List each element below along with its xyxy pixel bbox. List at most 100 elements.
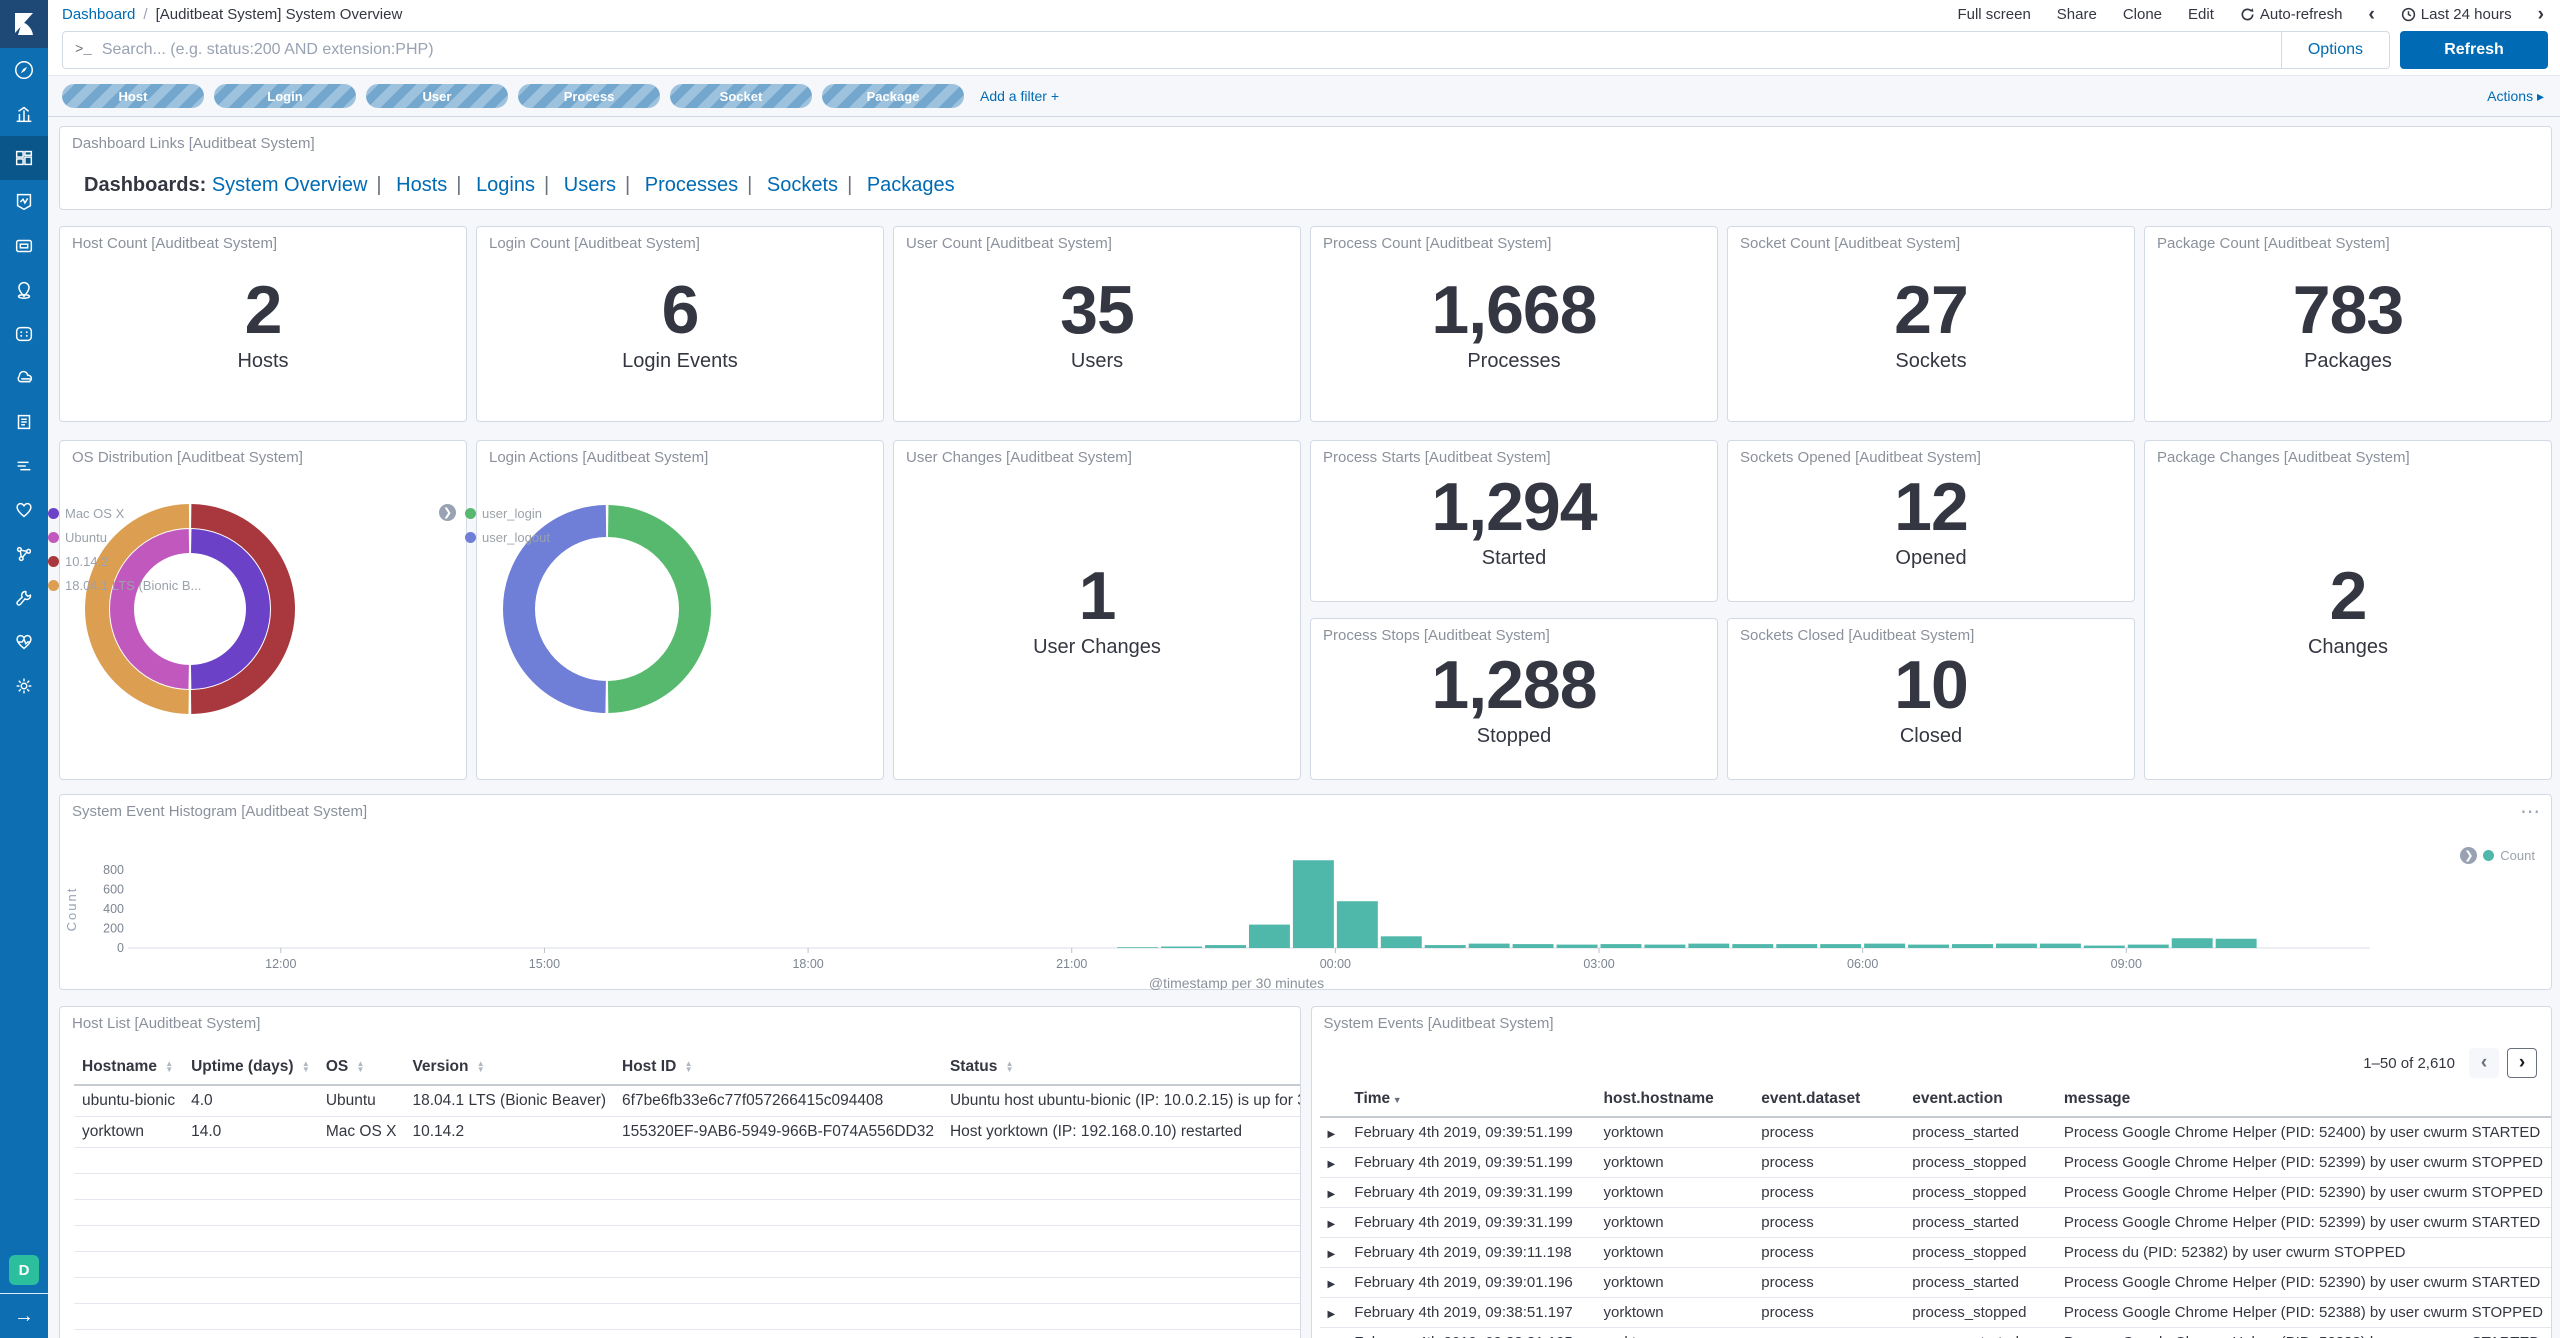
legend-collapse-icon[interactable]: ❯ bbox=[2460, 847, 2477, 864]
refresh-button[interactable]: Refresh bbox=[2400, 31, 2548, 69]
expand-row-icon[interactable]: ▶ bbox=[1328, 1279, 1336, 1290]
histogram-bar[interactable] bbox=[1776, 944, 1817, 948]
histogram-bar[interactable] bbox=[1820, 944, 1861, 948]
legend-item[interactable]: 10.14.2 bbox=[48, 554, 454, 569]
clone-button[interactable]: Clone bbox=[2123, 6, 2162, 23]
time-back-button[interactable]: ‹ bbox=[2368, 5, 2374, 24]
filter-actions-link[interactable]: Actions ▸ bbox=[2487, 88, 2544, 105]
filter-pill-user[interactable]: User bbox=[366, 84, 508, 108]
maps-icon[interactable] bbox=[0, 268, 48, 312]
graph-icon[interactable] bbox=[0, 532, 48, 576]
expand-row-icon[interactable]: ▶ bbox=[1328, 1219, 1336, 1230]
histogram-bar[interactable] bbox=[2128, 945, 2169, 948]
add-filter-link[interactable]: Add a filter + bbox=[980, 88, 1059, 104]
time-range-picker[interactable]: Last 24 hours bbox=[2401, 6, 2512, 23]
legend-item[interactable]: 18.04.1 LTS (Bionic B... bbox=[48, 578, 454, 593]
histogram-bar[interactable] bbox=[2172, 938, 2213, 948]
histogram-bar[interactable] bbox=[1996, 944, 2037, 948]
column-header[interactable]: Time ▼ bbox=[1346, 1082, 1595, 1117]
time-forward-button[interactable]: › bbox=[2538, 5, 2544, 24]
discover-compass-icon[interactable] bbox=[0, 48, 48, 92]
histogram-bar[interactable] bbox=[1425, 945, 1466, 948]
histogram-bar[interactable] bbox=[1864, 944, 1905, 948]
histogram-bar[interactable] bbox=[1117, 947, 1158, 948]
filter-pill-login[interactable]: Login bbox=[214, 84, 356, 108]
event-row[interactable]: ▶February 4th 2019, 09:38:51.197yorktown… bbox=[1320, 1298, 2552, 1328]
event-row[interactable]: ▶February 4th 2019, 09:39:11.198yorktown… bbox=[1320, 1238, 2552, 1268]
expand-row-icon[interactable]: ▶ bbox=[1328, 1309, 1336, 1320]
filter-pill-package[interactable]: Package bbox=[822, 84, 964, 108]
histogram-bar[interactable] bbox=[2084, 946, 2125, 948]
filter-pill-process[interactable]: Process bbox=[518, 84, 660, 108]
histogram-bar[interactable] bbox=[1952, 944, 1993, 948]
event-row[interactable]: ▶February 4th 2019, 09:38:31.195yorktown… bbox=[1320, 1328, 2552, 1338]
histogram-bar[interactable] bbox=[1908, 945, 1949, 948]
legend-item[interactable]: user_logout bbox=[465, 530, 871, 545]
share-button[interactable]: Share bbox=[2057, 6, 2097, 23]
histogram-bar[interactable] bbox=[1513, 944, 1554, 948]
link-sockets[interactable]: Sockets bbox=[767, 174, 838, 196]
event-row[interactable]: ▶February 4th 2019, 09:39:01.196yorktown… bbox=[1320, 1268, 2552, 1298]
dashboard-grid-icon[interactable] bbox=[0, 136, 48, 180]
timelion-icon[interactable] bbox=[0, 180, 48, 224]
histogram-bar[interactable] bbox=[1381, 936, 1422, 948]
expand-nav-icon[interactable]: → bbox=[0, 1294, 48, 1338]
expand-row-icon[interactable]: ▶ bbox=[1328, 1189, 1336, 1200]
dev-tools-icon[interactable] bbox=[0, 576, 48, 620]
expand-row-icon[interactable]: ▶ bbox=[1328, 1159, 1336, 1170]
column-header[interactable]: event.dataset bbox=[1753, 1082, 1904, 1117]
filter-pill-socket[interactable]: Socket bbox=[670, 84, 812, 108]
histogram-bar[interactable] bbox=[1644, 945, 1685, 948]
logs-icon[interactable] bbox=[0, 400, 48, 444]
histogram-bar[interactable] bbox=[1732, 944, 1773, 948]
link-packages[interactable]: Packages bbox=[867, 174, 955, 196]
link-users[interactable]: Users bbox=[564, 174, 616, 196]
histogram-bar[interactable] bbox=[1557, 945, 1598, 948]
breadcrumb-dashboard-link[interactable]: Dashboard bbox=[62, 6, 135, 23]
management-icon[interactable] bbox=[0, 664, 48, 708]
count-legend-label[interactable]: Count bbox=[2500, 848, 2535, 863]
histogram-bar[interactable] bbox=[1337, 901, 1378, 948]
histogram-bar[interactable] bbox=[1249, 925, 1290, 948]
legend-item[interactable]: Mac OS X bbox=[48, 506, 454, 521]
apm-icon[interactable] bbox=[0, 444, 48, 488]
link-system-overview[interactable]: System Overview bbox=[212, 174, 368, 196]
filter-pill-host[interactable]: Host bbox=[62, 84, 204, 108]
event-row[interactable]: ▶February 4th 2019, 09:39:31.199yorktown… bbox=[1320, 1208, 2552, 1238]
event-row[interactable]: ▶February 4th 2019, 09:39:51.199yorktown… bbox=[1320, 1148, 2552, 1178]
auto-refresh-button[interactable]: Auto-refresh bbox=[2240, 6, 2343, 23]
kibana-logo[interactable] bbox=[0, 0, 48, 48]
histogram-bar[interactable] bbox=[1601, 944, 1642, 948]
edit-button[interactable]: Edit bbox=[2188, 6, 2214, 23]
histogram-bar[interactable] bbox=[1469, 944, 1510, 948]
options-link[interactable]: Options bbox=[2308, 41, 2363, 59]
histogram-bar[interactable] bbox=[1161, 947, 1202, 948]
event-row[interactable]: ▶February 4th 2019, 09:39:51.199yorktown… bbox=[1320, 1117, 2552, 1148]
histogram-bar[interactable] bbox=[2040, 944, 2081, 948]
system-event-histogram[interactable]: 0200400600800Count12:0015:0018:0021:0000… bbox=[60, 822, 2530, 990]
column-header[interactable]: Host ID ▲▼ bbox=[614, 1050, 942, 1085]
histogram-bar[interactable] bbox=[2216, 939, 2257, 948]
expand-row-icon[interactable]: ▶ bbox=[1328, 1129, 1336, 1140]
uptime-icon[interactable] bbox=[0, 488, 48, 532]
next-page-button[interactable]: › bbox=[2507, 1048, 2537, 1078]
column-header[interactable]: Hostname ▲▼ bbox=[74, 1050, 183, 1085]
machine-learning-icon[interactable] bbox=[0, 312, 48, 356]
histogram-bar[interactable] bbox=[1293, 860, 1334, 948]
link-logins[interactable]: Logins bbox=[476, 174, 535, 196]
space-badge[interactable]: D bbox=[9, 1255, 39, 1285]
legend-collapse-icon[interactable]: ❯ bbox=[439, 504, 456, 521]
histogram-bar[interactable] bbox=[1205, 945, 1246, 948]
link-hosts[interactable]: Hosts bbox=[396, 174, 447, 196]
event-row[interactable]: ▶February 4th 2019, 09:39:31.199yorktown… bbox=[1320, 1178, 2552, 1208]
legend-item[interactable]: Ubuntu bbox=[48, 530, 454, 545]
search-input[interactable] bbox=[102, 41, 2269, 59]
histogram-bar[interactable] bbox=[1688, 944, 1729, 948]
visualize-chart-icon[interactable] bbox=[0, 92, 48, 136]
column-header[interactable]: Status ▲▼ bbox=[942, 1050, 1301, 1085]
expand-row-icon[interactable]: ▶ bbox=[1328, 1249, 1336, 1260]
host-row[interactable]: yorktown14.0Mac OS X10.14.2155320EF-9AB6… bbox=[74, 1117, 1301, 1148]
host-row[interactable]: ubuntu-bionic4.0Ubuntu18.04.1 LTS (Bioni… bbox=[74, 1085, 1301, 1117]
column-header[interactable]: host.hostname bbox=[1596, 1082, 1754, 1117]
canvas-icon[interactable] bbox=[0, 224, 48, 268]
